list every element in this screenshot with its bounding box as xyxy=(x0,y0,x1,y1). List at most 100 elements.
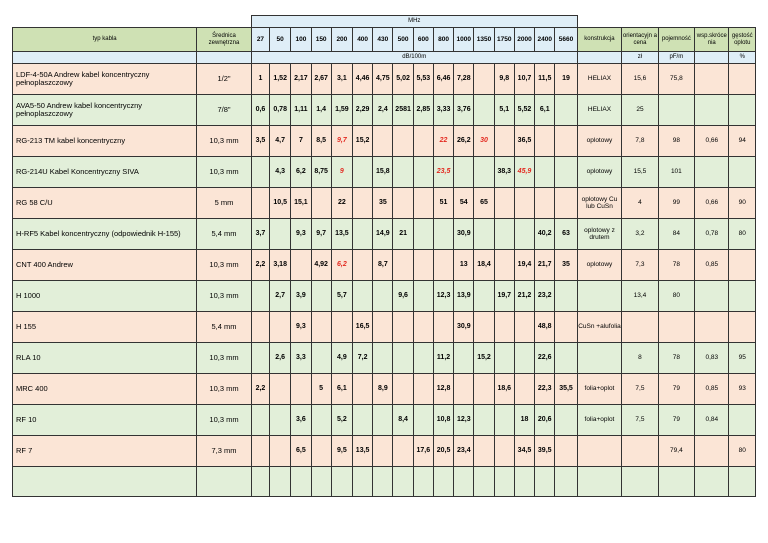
attenuation-value xyxy=(473,63,495,95)
attenuation-value xyxy=(513,187,536,219)
attenuation-value: 65 xyxy=(473,187,495,219)
cable-construction: HELIAX xyxy=(576,63,623,95)
attenuation-value: 11,2 xyxy=(432,342,455,374)
attenuation-value: 3,3 xyxy=(290,342,312,374)
attenuation-value: 10,7 xyxy=(513,63,536,95)
attenuation-value xyxy=(351,466,374,497)
attenuation-value: 1,52 xyxy=(269,63,292,95)
attenuation-value: 15,8 xyxy=(372,156,394,188)
attenuation-value xyxy=(310,311,332,343)
attenuation-value xyxy=(250,435,271,467)
attenuation-value: 21 xyxy=(392,218,414,250)
cable-price: 25 xyxy=(621,94,659,126)
cable-diameter: 1/2" xyxy=(196,63,252,95)
capacitance-header: pojemność xyxy=(657,27,696,52)
cable-name: RG-213 TM kabel koncentryczny xyxy=(11,125,198,157)
cable-shortening: 0,83 xyxy=(694,342,730,374)
attenuation-value xyxy=(250,311,271,343)
cable-table-container: MHz typ kabla Średnica zewnętrzna 27 50 10… xyxy=(11,15,756,497)
attenuation-value: 26,2 xyxy=(453,125,475,157)
cable-construction: folia+oplot xyxy=(576,373,623,405)
cable-price: 7,5 xyxy=(621,404,659,436)
cable-price: 8 xyxy=(621,342,659,374)
table-row: RG-213 TM kabel koncentryczny 10,3 mm 3,5 4… xyxy=(11,125,756,157)
cable-shortening xyxy=(694,311,730,343)
attenuation-value xyxy=(392,373,414,405)
cable-diameter: 7,3 mm xyxy=(196,435,252,467)
cable-name: RLA 10 xyxy=(11,342,198,374)
attenuation-value xyxy=(412,404,434,436)
attenuation-value xyxy=(554,466,578,497)
attenuation-value: 63 xyxy=(554,218,578,250)
attenuation-unit: dB/100m xyxy=(250,51,578,64)
attenuation-value: 12,3 xyxy=(453,404,475,436)
attenuation-value: 22,3 xyxy=(534,373,556,405)
attenuation-value: 3,33 xyxy=(432,94,455,126)
attenuation-value: 5,2 xyxy=(330,404,354,436)
attenuation-value: 21,7 xyxy=(534,249,556,281)
attenuation-value: 1,11 xyxy=(290,94,312,126)
attenuation-value xyxy=(372,280,394,312)
cable-price: 7,5 xyxy=(621,373,659,405)
attenuation-value: 9,3 xyxy=(290,218,312,250)
cable-price xyxy=(621,435,659,467)
cable-construction: oplotowy Cu lub CuSn xyxy=(576,187,623,219)
cable-construction: CuSn +alufolia xyxy=(576,311,623,343)
attenuation-value xyxy=(513,373,536,405)
attenuation-value xyxy=(493,125,515,157)
attenuation-value: 54 xyxy=(453,187,475,219)
cable-attenuation-table: MHz typ kabla Średnica zewnętrzna 27 50 10… xyxy=(11,15,756,497)
attenuation-value: 8,5 xyxy=(310,125,332,157)
attenuation-value: 9,5 xyxy=(330,435,354,467)
cable-name: MRC 400 xyxy=(11,373,198,405)
attenuation-value: 10,8 xyxy=(432,404,455,436)
attenuation-value xyxy=(372,125,394,157)
frequency-header: 200 xyxy=(330,27,354,52)
attenuation-value: 2,67 xyxy=(310,63,332,95)
attenuation-value xyxy=(269,466,292,497)
table-row: AVA5-50 Andrew kabel koncentryczny pełno… xyxy=(11,94,756,126)
attenuation-value xyxy=(534,466,556,497)
attenuation-value xyxy=(554,342,578,374)
cable-shortening xyxy=(694,435,730,467)
cable-construction: HELIAX xyxy=(576,94,623,126)
attenuation-value xyxy=(554,435,578,467)
cable-diameter: 5,4 mm xyxy=(196,311,252,343)
attenuation-value xyxy=(269,435,292,467)
attenuation-value: 9,3 xyxy=(290,311,312,343)
frequency-header: 1000 xyxy=(453,27,475,52)
cable-name: H 155 xyxy=(11,311,198,343)
attenuation-value xyxy=(392,156,414,188)
attenuation-value: 6,1 xyxy=(534,94,556,126)
attenuation-value xyxy=(554,404,578,436)
header-row-labels: typ kabla Średnica zewnętrzna 27 50 100 150… xyxy=(11,27,756,52)
cable-name: AVA5-50 Andrew kabel koncentryczny pełno… xyxy=(11,94,198,126)
attenuation-value xyxy=(351,404,374,436)
cable-shortening xyxy=(694,280,730,312)
attenuation-value xyxy=(412,280,434,312)
attenuation-value xyxy=(534,187,556,219)
attenuation-value: 2,7 xyxy=(269,280,292,312)
cable-name: RG-214U Kabel Koncentryczny SIVA xyxy=(11,156,198,188)
attenuation-value xyxy=(412,156,434,188)
attenuation-value: 40,2 xyxy=(534,218,556,250)
cable-density xyxy=(728,466,756,497)
cable-name xyxy=(11,466,198,497)
cable-capacitance: 84 xyxy=(657,218,696,250)
attenuation-value: 4,9 xyxy=(330,342,354,374)
attenuation-value xyxy=(554,125,578,157)
attenuation-value: 2,29 xyxy=(351,94,374,126)
attenuation-value xyxy=(392,187,414,219)
attenuation-value: 16,5 xyxy=(351,311,374,343)
cable-density xyxy=(728,249,756,281)
frequency-header: 27 xyxy=(250,27,271,52)
header-blank-right xyxy=(577,15,756,28)
cable-shortening: 0,78 xyxy=(694,218,730,250)
attenuation-value xyxy=(412,342,434,374)
frequency-header: 600 xyxy=(412,27,434,52)
attenuation-value xyxy=(372,311,394,343)
attenuation-value: 9,7 xyxy=(310,218,332,250)
attenuation-value: 4,7 xyxy=(269,125,292,157)
attenuation-value xyxy=(250,187,271,219)
attenuation-value: 6,1 xyxy=(330,373,354,405)
